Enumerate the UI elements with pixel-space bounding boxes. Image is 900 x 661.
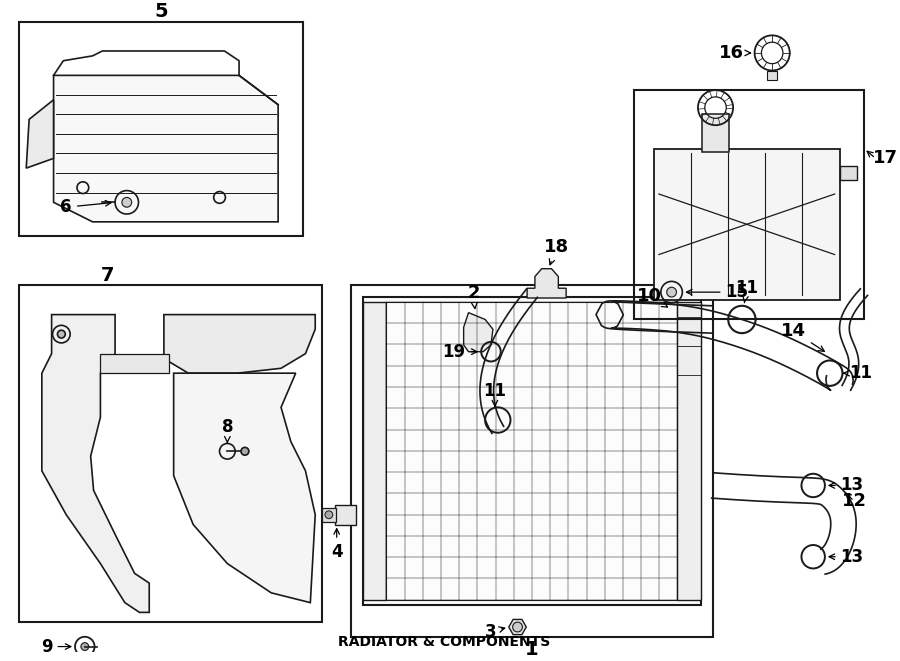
Text: 10: 10 — [636, 287, 668, 307]
Bar — [20, 286, 322, 622]
Circle shape — [122, 198, 131, 207]
Text: 2: 2 — [467, 284, 480, 309]
Polygon shape — [527, 269, 566, 298]
Text: 1: 1 — [526, 640, 539, 659]
Bar — [654, 149, 840, 300]
Text: 12: 12 — [842, 492, 867, 510]
Text: 13: 13 — [829, 477, 864, 494]
Bar — [363, 302, 386, 600]
Bar — [768, 71, 777, 80]
Text: 11: 11 — [843, 364, 872, 382]
Text: 7: 7 — [101, 266, 114, 285]
Text: 5: 5 — [154, 3, 167, 21]
Circle shape — [325, 511, 333, 519]
Text: 11: 11 — [735, 279, 759, 303]
Bar — [101, 354, 169, 373]
Bar — [20, 22, 302, 237]
Polygon shape — [41, 315, 149, 612]
Bar — [678, 302, 701, 600]
Polygon shape — [26, 100, 54, 168]
Bar — [363, 297, 701, 605]
Polygon shape — [174, 373, 315, 603]
Text: 8: 8 — [221, 418, 233, 442]
Bar — [702, 114, 729, 151]
Text: 15: 15 — [687, 283, 749, 301]
Text: 6: 6 — [60, 198, 111, 216]
Text: 16: 16 — [719, 44, 751, 62]
Text: RADIATOR & COMPONENTS: RADIATOR & COMPONENTS — [338, 635, 550, 648]
Text: 9: 9 — [40, 638, 71, 656]
Bar — [386, 302, 678, 600]
Text: 19: 19 — [442, 342, 477, 361]
Text: 13: 13 — [829, 548, 864, 566]
Circle shape — [513, 622, 522, 632]
Text: 3: 3 — [484, 623, 505, 641]
Polygon shape — [464, 313, 493, 352]
Bar — [335, 505, 356, 525]
Bar — [634, 90, 864, 319]
Bar — [351, 286, 713, 637]
Bar — [840, 166, 857, 180]
Text: 14: 14 — [781, 322, 824, 352]
Bar — [322, 508, 336, 522]
Circle shape — [58, 330, 66, 338]
Polygon shape — [164, 315, 315, 373]
Polygon shape — [508, 619, 526, 635]
Text: 17: 17 — [873, 149, 898, 167]
Text: 4: 4 — [331, 529, 343, 561]
Text: 18: 18 — [544, 238, 569, 265]
Circle shape — [667, 288, 677, 297]
Circle shape — [241, 447, 248, 455]
Text: 11: 11 — [483, 382, 507, 406]
Polygon shape — [54, 75, 278, 222]
Circle shape — [81, 642, 89, 650]
